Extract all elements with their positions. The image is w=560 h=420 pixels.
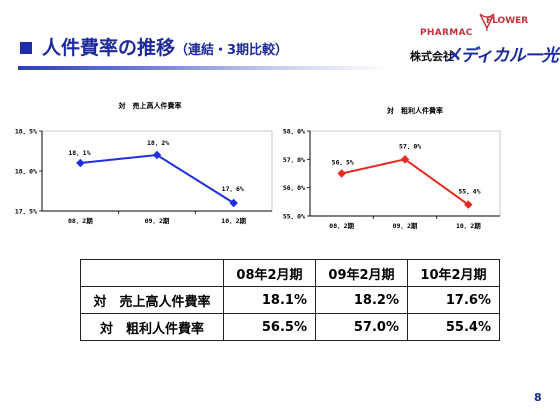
y-tick-label: 58．0%	[283, 128, 305, 136]
data-label: 57．0%	[399, 142, 421, 150]
series-line	[80, 153, 235, 204]
table-row-label: 対 売上高人件費率	[80, 286, 224, 314]
data-label: 18．1%	[68, 149, 90, 157]
page-title-sub: （連結・3期比較）	[175, 43, 289, 58]
table-row: 対 粗利人件費率 56.5% 57.0% 55.4%	[80, 313, 500, 341]
series-line	[341, 158, 469, 206]
table-cell: 55.4%	[407, 313, 500, 341]
x-tick-label: 10．2期	[221, 216, 246, 225]
table-cell: 56.5%	[223, 313, 316, 341]
logo-flower-text: FLOWER	[486, 16, 529, 26]
x-tick-label: 08．2期	[68, 216, 93, 225]
y-tick-label: 18．5%	[15, 128, 37, 136]
page-number: 8	[534, 391, 542, 404]
x-tick-label: 09．2期	[145, 216, 170, 225]
title-underline	[18, 66, 388, 70]
y-tick-label: 56．0%	[283, 184, 305, 192]
sales-personnel-cost-ratio-chart: 対 売上高人件費率 18．5% 18．0% 17．5% 08．2期 09．2期 10．2期 1…	[15, 101, 273, 225]
x-tick-label: 10．2期	[456, 221, 481, 230]
gross-profit-personnel-cost-ratio-chart: 対 粗利人件費率 58．0% 57．0% 56．0% 55．0% 08．2期 09．2期 10…	[283, 106, 501, 230]
chart-title: 対 売上高人件費率	[118, 101, 182, 110]
table-row-label: 対 粗利人件費率	[80, 313, 224, 341]
data-label: 17．6%	[222, 185, 244, 193]
data-point	[229, 198, 238, 208]
data-label: 56．5%	[332, 159, 354, 167]
table-cell: 57.0%	[315, 313, 408, 341]
table-header-cell: 09年2月期	[315, 259, 408, 287]
y-tick-label: 18．0%	[15, 168, 37, 176]
data-point	[337, 169, 346, 178]
x-tick-label: 09．2期	[393, 221, 418, 230]
table-cell: 17.6%	[407, 286, 500, 314]
chart-title: 対 粗利人件費率	[386, 106, 443, 115]
data-label: 55．4%	[458, 188, 480, 196]
title-bullet	[20, 42, 32, 54]
page-title-main: 人件費率の推移	[42, 37, 176, 59]
logo-brand-name: メディカル一光	[444, 46, 559, 66]
y-tick-label: 55．0%	[283, 213, 305, 221]
data-point	[76, 158, 85, 168]
flower-logo-icon	[479, 13, 495, 31]
table-header-cell: 08年2月期	[223, 259, 316, 287]
data-label: 18．2%	[147, 139, 169, 147]
table-corner-cell	[80, 259, 224, 287]
y-tick-label: 57．0%	[283, 156, 305, 164]
ratio-table: 08年2月期 09年2月期 10年2月期 対 売上高人件費率 18.1% 18.…	[80, 259, 500, 341]
logo-company-prefix: 株式会社	[410, 50, 454, 63]
table-header-row: 08年2月期 09年2月期 10年2月期	[80, 259, 500, 287]
x-tick-label: 08．2期	[329, 221, 354, 230]
table-cell: 18.1%	[223, 286, 316, 314]
table-row: 対 売上高人件費率 18.1% 18.2% 17.6%	[80, 286, 500, 314]
table-cell: 18.2%	[315, 286, 408, 314]
y-tick-label: 17．5%	[15, 208, 37, 216]
data-point	[464, 200, 473, 209]
page-title: 人件費率の推移（連結・3期比較）	[42, 33, 288, 60]
logo-pharmac-text: PHARMAC	[420, 28, 473, 38]
table-header-cell: 10年2月期	[407, 259, 500, 287]
